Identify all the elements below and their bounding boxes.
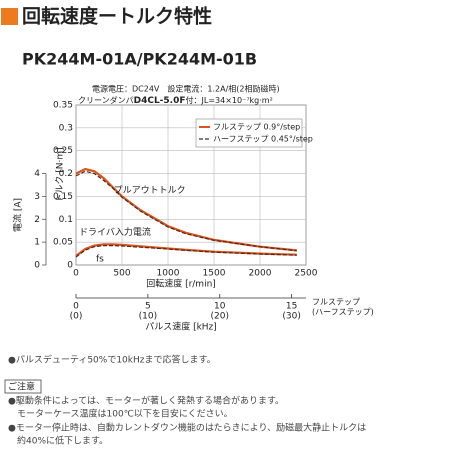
x2-row-label: フルステップ xyxy=(312,298,360,307)
caution-title: ご注意 xyxy=(8,381,35,393)
y-tick-label: 0.35 xyxy=(53,101,73,111)
x-tick-label: 1500 xyxy=(203,269,226,279)
y2-tick-label: 0 xyxy=(34,261,40,271)
page-title: 回転速度ートルク特性 xyxy=(22,5,212,28)
series-line xyxy=(75,167,297,252)
x2-half-tick-label: (30) xyxy=(282,312,300,322)
series-line xyxy=(75,245,297,258)
x2-half-tick-label: (10) xyxy=(139,312,157,322)
y2-tick-label: 4 xyxy=(34,169,40,179)
x2-half-tick-label: (20) xyxy=(211,312,229,322)
y-tick-label: 0.15 xyxy=(53,192,73,202)
caution-box xyxy=(4,379,42,394)
x2-tick-label: 15 xyxy=(286,302,297,312)
caution: モーターケース温度は100℃以下を目安にください。 xyxy=(8,408,233,420)
x-axis-title: 回転速度 [r/min] xyxy=(146,278,216,290)
y-axis-title: トルク [N·m] xyxy=(55,147,66,202)
x2-tick-label: 0 xyxy=(73,302,79,312)
x2-tick-label: 5 xyxy=(145,302,151,312)
x-tick-label: 500 xyxy=(113,269,130,279)
annotation: fs xyxy=(96,255,104,265)
legend-label: フルステップ 0.9°/step xyxy=(213,123,300,132)
condition: 電源電圧：DC24V 設定電流：1.2A/相(2相励磁時) xyxy=(92,84,280,94)
y-tick-label: 0.2 xyxy=(59,169,73,179)
x2-half-tick-label: (0) xyxy=(70,312,83,322)
y-tick-label: 0.3 xyxy=(59,123,73,133)
caution: ●駆動条件によっては、モーターが著しく発熱する場合があります。 xyxy=(8,395,284,407)
annotation: プルアウトトルク xyxy=(114,185,186,196)
x2-tick-label: 10 xyxy=(214,302,226,312)
x2-row-label: (ハーフステップ) xyxy=(312,308,374,317)
condition-part: D4CL-5.0F xyxy=(134,96,186,106)
condition-part: 付：JL=34×10⁻⁷kg·m² xyxy=(186,95,273,105)
annotation: ドライバ入力電流 xyxy=(79,226,151,238)
x-tick-label: 2000 xyxy=(249,269,272,279)
y-tick-label: 0.05 xyxy=(53,238,73,248)
model: PK244M-01A/PK244M-01B xyxy=(22,50,257,69)
condition-part: クリーンダンパ xyxy=(78,95,134,105)
y2-tick-label: 3 xyxy=(34,192,40,202)
y2-tick-label: 2 xyxy=(34,215,40,225)
x2-axis-title: パルス速度 [kHz] xyxy=(145,321,217,333)
x-tick-label: 0 xyxy=(73,269,79,279)
y2-axis-title: 電流 [A] xyxy=(12,198,24,232)
y-tick-label: 0.25 xyxy=(53,146,73,156)
y-tick-label: 0 xyxy=(67,261,73,271)
x-tick-label: 2500 xyxy=(295,269,318,279)
y2-tick-label: 1 xyxy=(34,238,40,248)
note: ●パルスデューティ50%で10kHzまで応答します。 xyxy=(8,354,216,366)
condition: クリーンダンパD4CL-5.0F付：JL=34×10⁻⁷kg·m² xyxy=(78,95,273,106)
caution: 約40%に低下します。 xyxy=(8,435,108,447)
x-tick-label: 1000 xyxy=(157,269,180,279)
title-marker xyxy=(1,8,18,25)
caution: ●モーター停止時は、自動カレントダウン機能のはたらきにより、励磁最大静止トルクは xyxy=(8,422,366,434)
series-line xyxy=(75,170,297,252)
series-line xyxy=(75,243,297,257)
legend-box xyxy=(195,118,303,148)
legend-label: ハーフステップ 0.45°/step xyxy=(213,135,313,144)
y-tick-label: 0.1 xyxy=(59,215,73,225)
